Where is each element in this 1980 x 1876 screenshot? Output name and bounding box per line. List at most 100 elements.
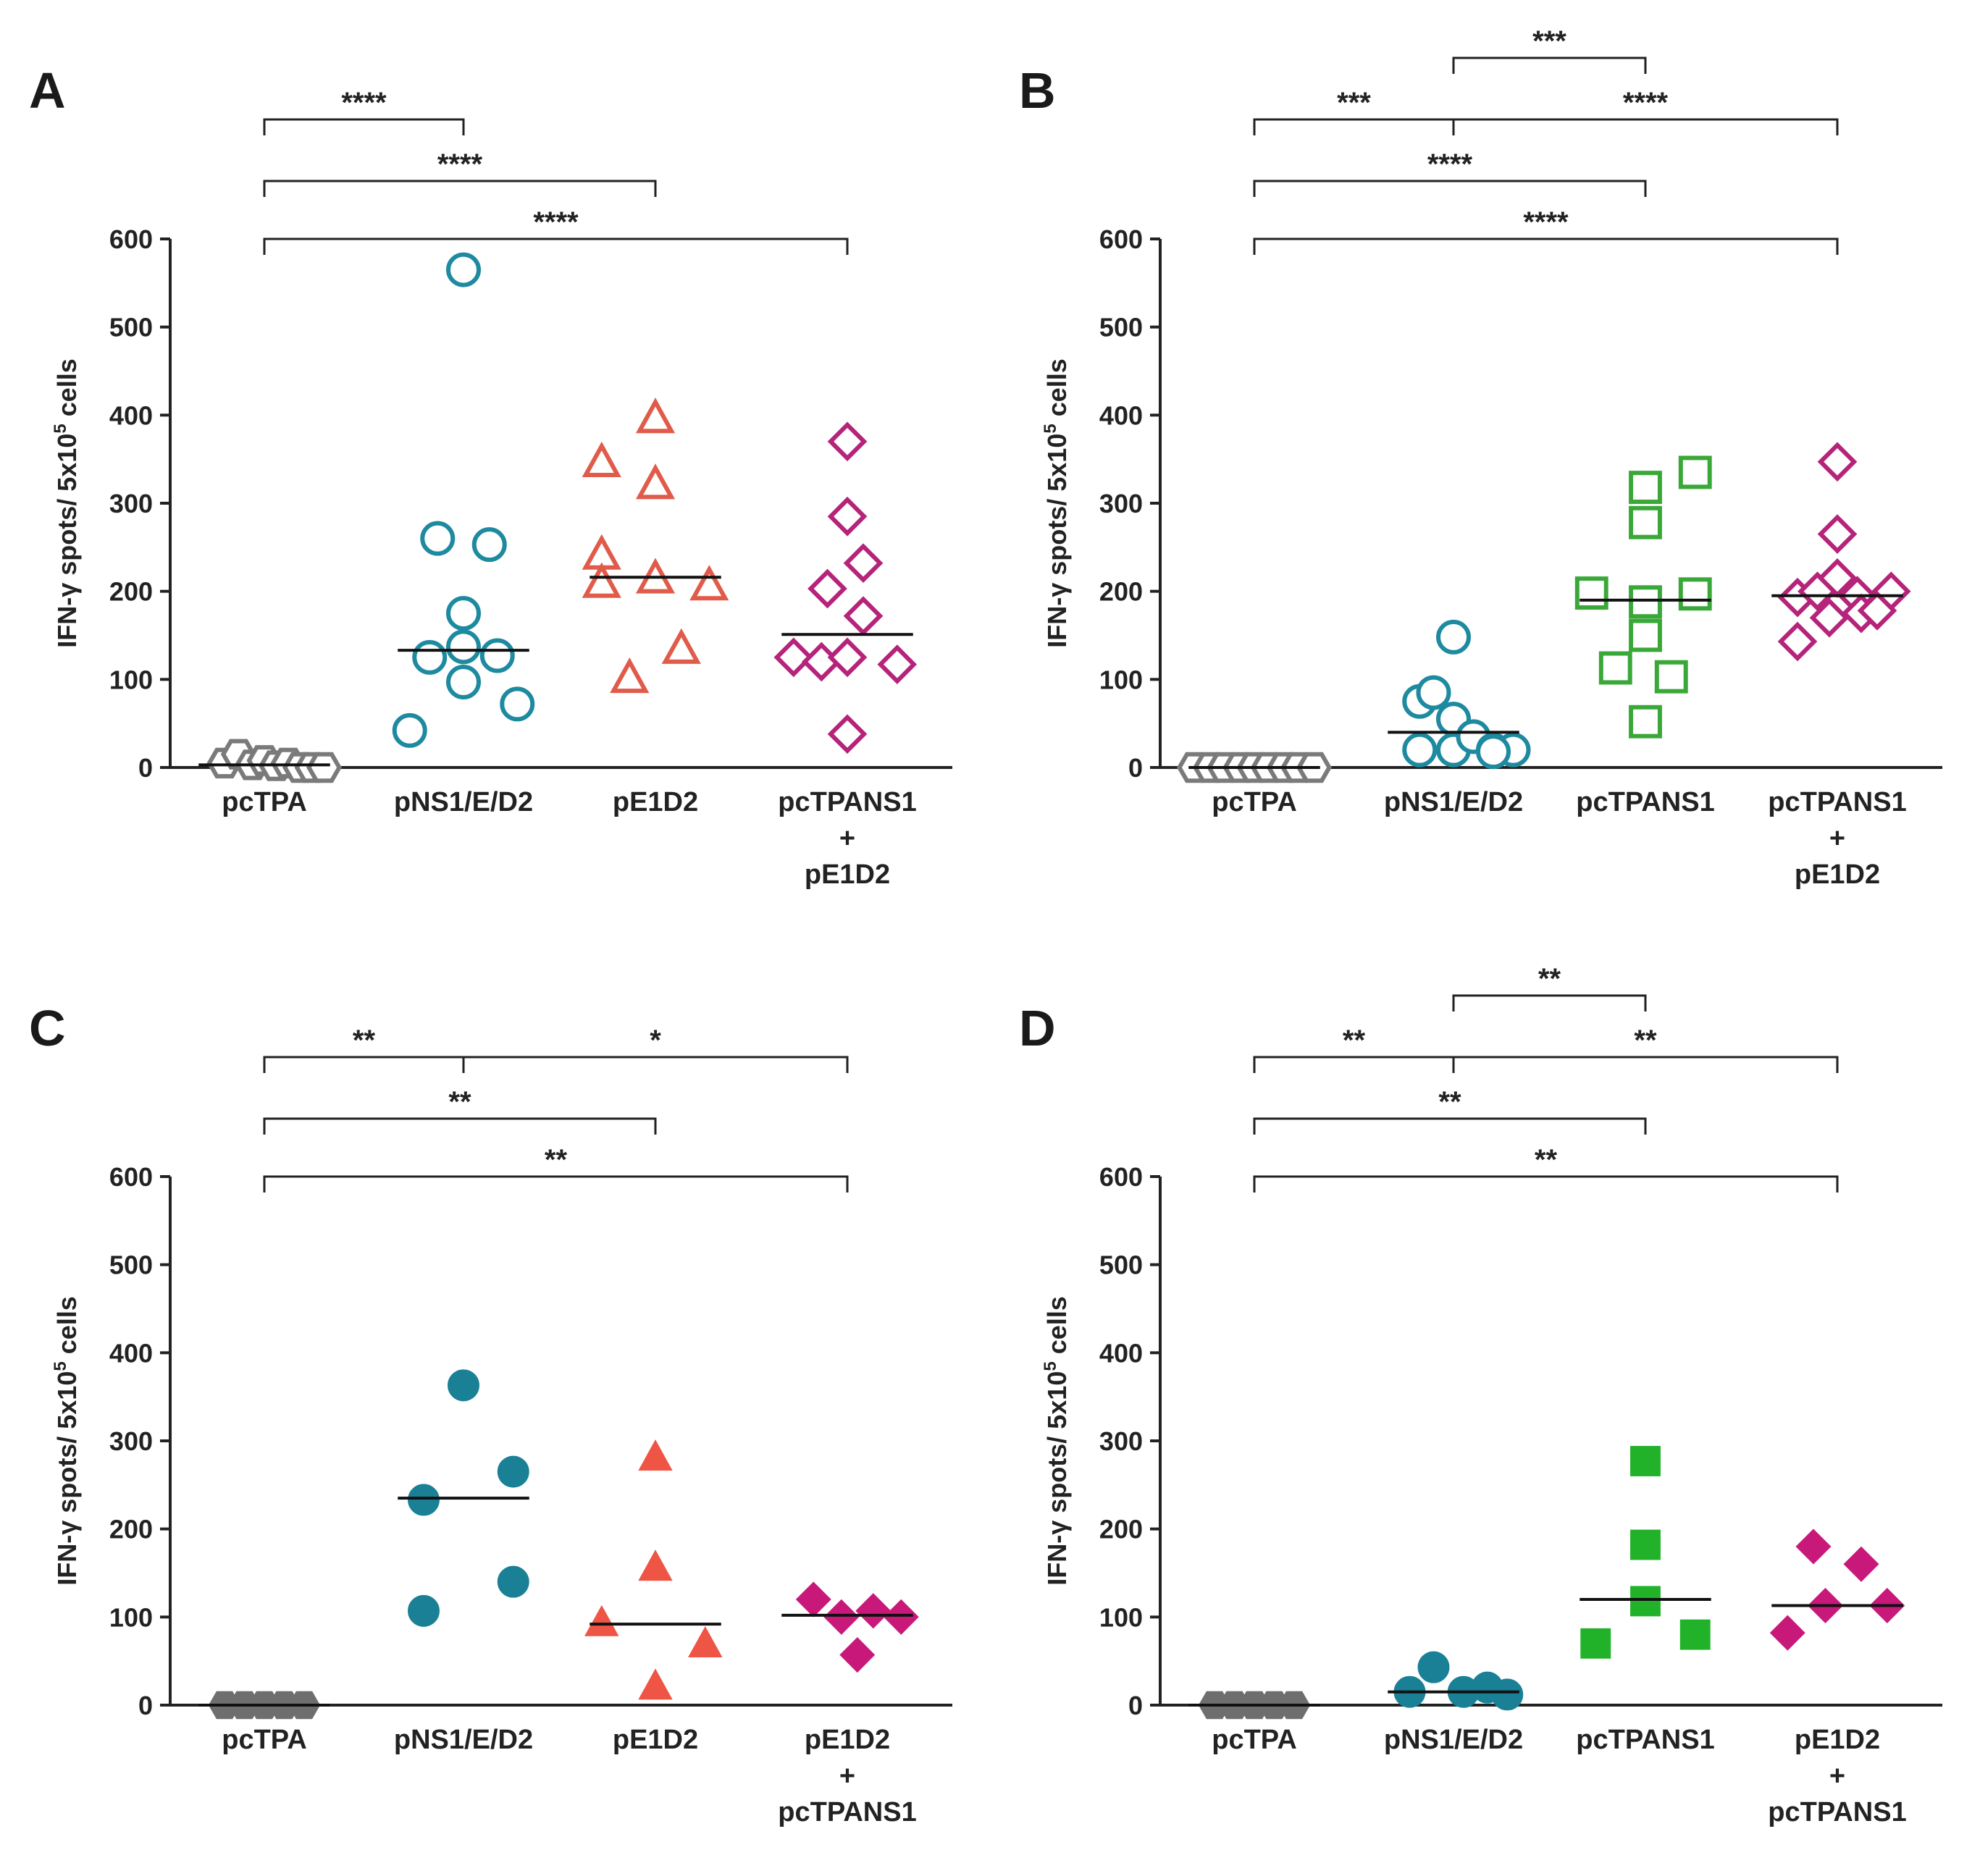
panel-letter-d: D xyxy=(1019,1000,1056,1056)
category-label: pcTPANS1 xyxy=(778,1797,916,1827)
series-0 xyxy=(1177,752,1332,783)
significance-label: ** xyxy=(448,1086,471,1118)
data-point xyxy=(843,543,884,584)
data-point xyxy=(500,686,535,722)
significance-label: ** xyxy=(1634,1025,1657,1056)
data-point xyxy=(1630,1586,1661,1617)
significance-label: ** xyxy=(1438,1086,1461,1118)
data-point xyxy=(412,639,448,675)
y-tick-label: 0 xyxy=(1128,1691,1143,1720)
y-axis-label: IFN-γ spots/ 5x105 cells xyxy=(51,1296,82,1586)
data-point xyxy=(420,521,456,556)
data-point xyxy=(635,398,676,434)
y-axis-label-unit: cells xyxy=(1042,358,1072,424)
significance-label: *** xyxy=(1532,25,1566,57)
significance-bracket xyxy=(263,237,849,255)
data-point xyxy=(855,1593,892,1629)
significance-label: ** xyxy=(1343,1025,1366,1056)
significance-label: **** xyxy=(533,206,579,238)
data-point xyxy=(446,664,481,699)
data-point xyxy=(827,496,868,537)
data-point xyxy=(688,1626,723,1657)
data-point xyxy=(1629,704,1662,739)
y-tick-label: 500 xyxy=(109,1250,153,1280)
data-point xyxy=(1630,1529,1661,1560)
data-point xyxy=(446,596,481,631)
series-1 xyxy=(1388,1651,1524,1711)
category-label: + xyxy=(1829,823,1845,854)
data-point xyxy=(689,565,729,601)
data-point xyxy=(1678,577,1712,611)
data-point xyxy=(638,1439,673,1471)
y-tick-label: 200 xyxy=(1099,577,1143,607)
significance-bracket xyxy=(1253,180,1647,197)
data-point xyxy=(1678,455,1712,489)
data-point xyxy=(827,421,868,462)
data-point xyxy=(1817,514,1858,554)
y-axis-label: IFN-γ spots/ 5x105 cells xyxy=(1041,358,1072,648)
significance-label: **** xyxy=(1523,206,1569,238)
data-point xyxy=(1580,1628,1611,1659)
significance-bracket xyxy=(263,180,657,197)
significance-label: **** xyxy=(341,87,387,119)
category-label: pcTPA xyxy=(1212,1725,1297,1755)
category-label: pE1D2 xyxy=(805,859,890,890)
significance-bracket xyxy=(1452,56,1647,74)
data-point xyxy=(1629,585,1662,619)
data-point xyxy=(1795,1528,1832,1565)
series-3 xyxy=(781,1581,919,1673)
series-1 xyxy=(398,1369,529,1627)
y-tick-label: 0 xyxy=(138,753,153,783)
data-point xyxy=(795,1581,831,1618)
y-tick-label: 600 xyxy=(109,1162,153,1192)
data-point xyxy=(1629,505,1662,539)
y-tick-label: 100 xyxy=(109,1602,153,1632)
y-tick-label: 600 xyxy=(1099,1162,1143,1192)
data-point xyxy=(635,463,676,500)
y-axis-label: IFN-γ spots/ 5x105 cells xyxy=(51,358,82,648)
y-axis-label-main: IFN-γ spots/ 5x10 xyxy=(1042,434,1072,648)
data-point xyxy=(582,562,621,598)
category-label: pcTPA xyxy=(222,787,307,817)
category-label: pNS1/E/D2 xyxy=(1384,787,1523,817)
significance-bracket xyxy=(1253,118,1455,135)
data-point xyxy=(839,1637,876,1673)
panel-letter-c: C xyxy=(29,1000,66,1056)
category-label: + xyxy=(839,823,855,854)
series-2 xyxy=(582,398,729,694)
panel-b: B 0 100 200 300 400 500 600 IFN-γ spots/ 5x105 … xyxy=(990,0,1980,938)
y-tick-label: 400 xyxy=(109,400,153,430)
category-label: pNS1/E/D2 xyxy=(394,1725,533,1755)
category-label: pNS1/E/D2 xyxy=(1384,1725,1523,1755)
significance-label: * xyxy=(650,1025,661,1056)
data-point xyxy=(1629,471,1662,505)
data-point xyxy=(1436,619,1471,655)
chart-a: 0 100 200 300 400 500 600 IFN-γ spots/ 5x105 ce… xyxy=(51,87,952,890)
significance-label: **** xyxy=(1427,148,1473,180)
data-point xyxy=(827,637,868,678)
y-tick-label: 200 xyxy=(1099,1515,1143,1544)
y-axis-label-exponent: 5 xyxy=(1041,424,1060,433)
significance-bracket xyxy=(263,1117,657,1135)
data-point xyxy=(610,657,650,694)
data-point xyxy=(661,628,701,664)
category-label: + xyxy=(839,1761,855,1791)
data-point xyxy=(1476,734,1511,770)
significance-label: ** xyxy=(545,1144,568,1176)
category-label: pcTPA xyxy=(1212,787,1297,817)
chart-d: 0 100 200 300 400 500 600 IFN-γ spots/ 5x105 ce… xyxy=(1041,963,1942,1827)
category-label: pcTPA xyxy=(222,1725,307,1755)
data-point xyxy=(1654,660,1688,694)
series-0 xyxy=(198,1691,330,1720)
data-point xyxy=(1416,675,1451,710)
series-2 xyxy=(584,1439,723,1700)
y-tick-label: 0 xyxy=(1128,753,1143,783)
y-tick-label: 0 xyxy=(138,1691,153,1720)
y-tick-label: 200 xyxy=(109,1515,153,1544)
panel-letter-b: B xyxy=(1019,62,1056,119)
data-point xyxy=(1417,1651,1450,1683)
significance-bracket xyxy=(1253,1056,1455,1073)
y-tick-label: 400 xyxy=(1099,1338,1143,1368)
series-1 xyxy=(1388,619,1531,770)
category-label: pcTPANS1 xyxy=(778,787,916,817)
